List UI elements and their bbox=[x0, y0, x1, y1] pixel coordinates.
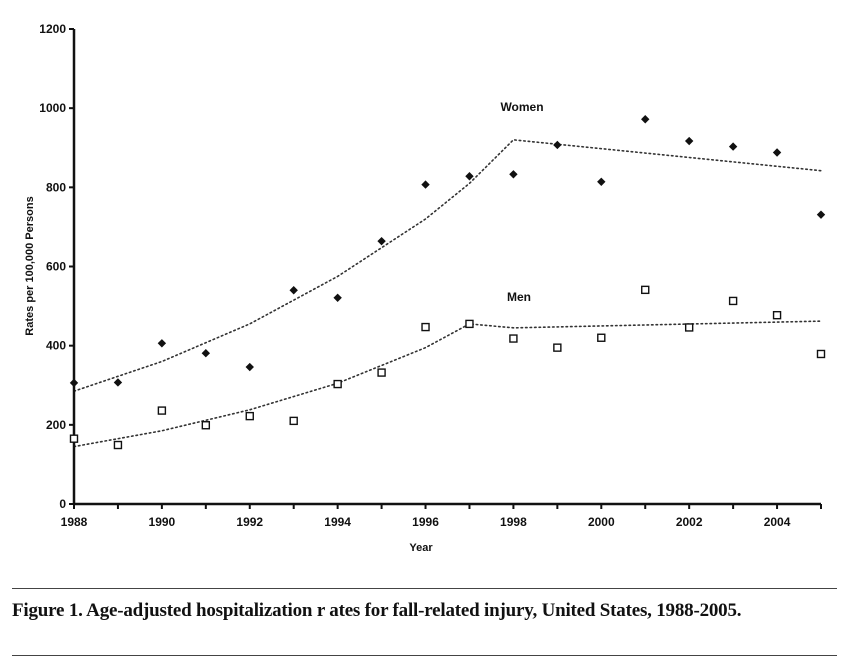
trend-lines bbox=[73, 138, 822, 448]
data-point-women bbox=[289, 286, 298, 295]
x-tick-label: 2004 bbox=[764, 515, 791, 529]
x-tick-label: 1994 bbox=[324, 515, 351, 529]
data-point-men bbox=[333, 379, 342, 389]
y-axis-title: Rates per 100,000 Persons bbox=[24, 196, 36, 335]
data-point-men bbox=[157, 406, 167, 415]
data-point-men bbox=[772, 310, 782, 320]
y-tick-label: 1200 bbox=[39, 22, 66, 36]
data-point-men bbox=[728, 296, 738, 306]
data-points bbox=[69, 115, 826, 450]
data-point-men bbox=[597, 333, 606, 342]
data-point-men bbox=[377, 368, 386, 377]
data-point-women bbox=[113, 378, 123, 387]
trend-line-women bbox=[73, 138, 822, 392]
data-point-men bbox=[816, 349, 826, 359]
data-point-women bbox=[509, 170, 518, 179]
data-point-women bbox=[421, 180, 430, 189]
data-point-men bbox=[69, 434, 79, 443]
data-point-women bbox=[245, 362, 254, 372]
caption-top-rule bbox=[12, 588, 837, 589]
data-point-women bbox=[157, 339, 167, 348]
ticks: 0 200 400 600 800 1000 1200 1988 1990 1992 1994 199… bbox=[39, 22, 822, 529]
y-tick-label: 0 bbox=[59, 497, 66, 511]
data-point-women bbox=[465, 172, 474, 181]
data-point-men bbox=[245, 411, 254, 421]
y-tick-label: 800 bbox=[46, 180, 66, 194]
x-tick-label: 2000 bbox=[588, 515, 615, 529]
x-tick-label: 1998 bbox=[500, 515, 527, 529]
figure-caption: Figure 1. Age-adjusted hospitalization r… bbox=[12, 600, 742, 621]
data-point-women bbox=[377, 236, 386, 246]
data-point-men bbox=[289, 416, 298, 426]
data-point-women bbox=[69, 378, 79, 388]
x-tick-label: 1996 bbox=[412, 515, 439, 529]
data-point-men bbox=[509, 334, 518, 343]
data-point-women bbox=[772, 148, 782, 157]
data-point-men bbox=[553, 343, 562, 352]
data-point-men bbox=[113, 440, 123, 450]
trend-line-men bbox=[73, 320, 822, 448]
y-tick-label: 1000 bbox=[39, 101, 66, 115]
chart: 0 200 400 600 800 1000 1200 1988 1990 1992 1994 199… bbox=[24, 22, 826, 554]
x-tick-label: 1988 bbox=[61, 515, 88, 529]
y-tick-label: 200 bbox=[46, 418, 66, 432]
y-tick-label: 400 bbox=[46, 339, 66, 353]
y-tick-label: 600 bbox=[46, 260, 66, 274]
data-point-women bbox=[728, 142, 738, 151]
series-label-women: Women bbox=[500, 100, 543, 114]
data-point-women bbox=[333, 293, 342, 302]
data-point-men bbox=[465, 319, 474, 329]
series-label-men: Men bbox=[507, 290, 531, 304]
x-tick-label: 1992 bbox=[236, 515, 263, 529]
data-point-men bbox=[641, 285, 650, 295]
data-point-men bbox=[684, 323, 694, 332]
x-tick-label: 2002 bbox=[676, 515, 703, 529]
data-point-women bbox=[201, 348, 211, 358]
data-point-women bbox=[684, 136, 694, 146]
data-point-men bbox=[421, 322, 430, 332]
data-point-women bbox=[641, 115, 650, 124]
data-point-women bbox=[816, 210, 826, 219]
caption-bottom-rule bbox=[12, 655, 837, 656]
axes bbox=[72, 29, 821, 506]
x-tick-label: 1990 bbox=[149, 515, 176, 529]
x-axis-title: Year bbox=[409, 542, 433, 554]
data-point-women bbox=[553, 140, 562, 150]
data-point-women bbox=[597, 177, 606, 186]
data-point-men bbox=[201, 421, 211, 430]
